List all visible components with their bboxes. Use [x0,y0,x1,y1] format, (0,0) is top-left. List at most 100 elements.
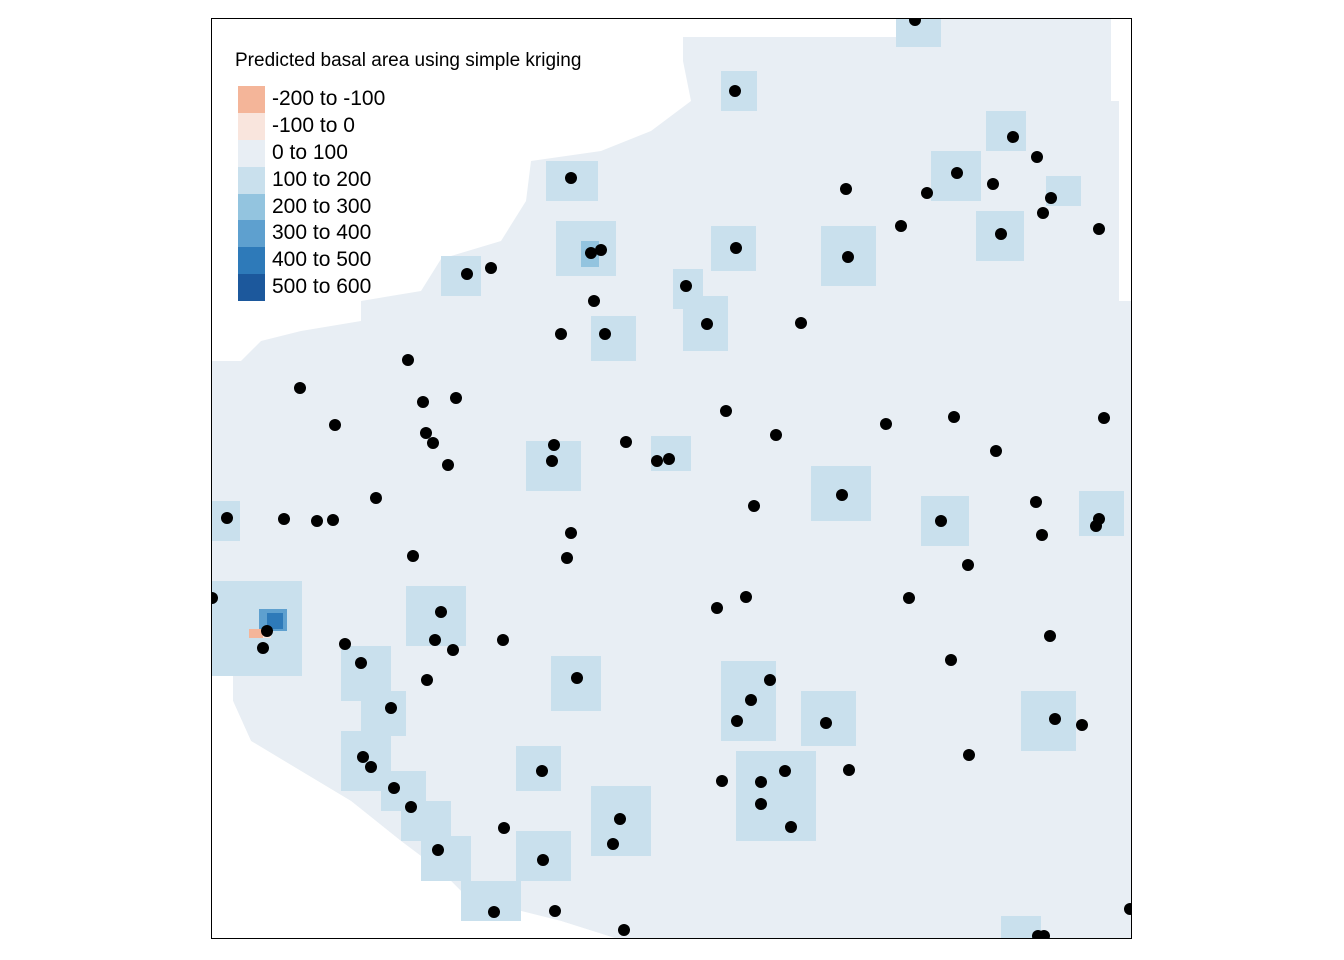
sample-point[interactable] [329,419,341,431]
sample-point[interactable] [614,813,626,825]
sample-point[interactable] [909,19,921,26]
sample-point[interactable] [748,500,760,512]
sample-point[interactable] [962,559,974,571]
sample-point[interactable] [429,634,441,646]
sample-point[interactable] [447,644,459,656]
sample-point[interactable] [588,295,600,307]
sample-point[interactable] [731,715,743,727]
sample-point[interactable] [261,625,273,637]
sample-point[interactable] [355,657,367,669]
sample-point[interactable] [1037,207,1049,219]
sample-point[interactable] [711,602,723,614]
sample-point[interactable] [987,178,999,190]
sample-point[interactable] [618,924,630,936]
sample-point[interactable] [427,437,439,449]
sample-point[interactable] [840,183,852,195]
sample-point[interactable] [716,775,728,787]
sample-point[interactable] [388,782,400,794]
sample-point[interactable] [895,220,907,232]
sample-point[interactable] [880,418,892,430]
sample-point[interactable] [339,638,351,650]
sample-point[interactable] [370,492,382,504]
sample-point[interactable] [450,392,462,404]
sample-point[interactable] [620,436,632,448]
sample-point[interactable] [1044,630,1056,642]
sample-point[interactable] [745,694,757,706]
sample-point[interactable] [571,672,583,684]
sample-point[interactable] [498,822,510,834]
sample-point[interactable] [311,515,323,527]
sample-point[interactable] [221,512,233,524]
sample-point[interactable] [485,262,497,274]
sample-point[interactable] [402,354,414,366]
sample-point[interactable] [836,489,848,501]
sample-point[interactable] [327,514,339,526]
sample-point[interactable] [740,591,752,603]
sample-point[interactable] [1076,719,1088,731]
sample-point[interactable] [1093,223,1105,235]
sample-point[interactable] [561,552,573,564]
sample-point[interactable] [537,854,549,866]
sample-point[interactable] [421,674,433,686]
sample-point[interactable] [843,764,855,776]
sample-point[interactable] [607,838,619,850]
sample-point[interactable] [729,85,741,97]
sample-point[interactable] [1049,713,1061,725]
sample-point[interactable] [385,702,397,714]
sample-point[interactable] [278,513,290,525]
sample-point[interactable] [357,751,369,763]
sample-point[interactable] [417,396,429,408]
sample-point[interactable] [420,427,432,439]
sample-point[interactable] [948,411,960,423]
sample-point[interactable] [701,318,713,330]
sample-point[interactable] [963,749,975,761]
sample-point[interactable] [1031,151,1043,163]
sample-point[interactable] [680,280,692,292]
sample-point[interactable] [546,455,558,467]
sample-point[interactable] [945,654,957,666]
map-panel[interactable] [211,18,1132,939]
sample-point[interactable] [595,244,607,256]
sample-point[interactable] [1045,192,1057,204]
sample-point[interactable] [755,798,767,810]
sample-point[interactable] [663,453,675,465]
sample-point[interactable] [755,776,767,788]
sample-point[interactable] [1007,131,1019,143]
sample-point[interactable] [764,674,776,686]
sample-point[interactable] [294,382,306,394]
sample-point[interactable] [497,634,509,646]
sample-point[interactable] [461,268,473,280]
sample-point[interactable] [549,905,561,917]
sample-point[interactable] [995,228,1007,240]
sample-point[interactable] [903,592,915,604]
sample-point[interactable] [365,761,377,773]
sample-point[interactable] [842,251,854,263]
sample-point[interactable] [730,242,742,254]
sample-point[interactable] [565,527,577,539]
sample-point[interactable] [536,765,548,777]
sample-point[interactable] [1036,529,1048,541]
sample-point[interactable] [488,906,500,918]
sample-point[interactable] [785,821,797,833]
sample-point[interactable] [935,515,947,527]
sample-point[interactable] [1038,930,1050,939]
sample-point[interactable] [585,247,597,259]
sample-point[interactable] [405,801,417,813]
sample-point[interactable] [795,317,807,329]
sample-point[interactable] [555,328,567,340]
sample-point[interactable] [1098,412,1110,424]
sample-point[interactable] [599,328,611,340]
sample-point[interactable] [257,642,269,654]
sample-point[interactable] [565,172,577,184]
sample-point[interactable] [720,405,732,417]
sample-point[interactable] [1090,520,1102,532]
sample-point[interactable] [212,592,218,604]
sample-point[interactable] [442,459,454,471]
sample-point[interactable] [651,455,663,467]
sample-point[interactable] [770,429,782,441]
sample-point[interactable] [779,765,791,777]
sample-point[interactable] [921,187,933,199]
sample-point[interactable] [548,439,560,451]
sample-point[interactable] [1030,496,1042,508]
sample-point[interactable] [820,717,832,729]
